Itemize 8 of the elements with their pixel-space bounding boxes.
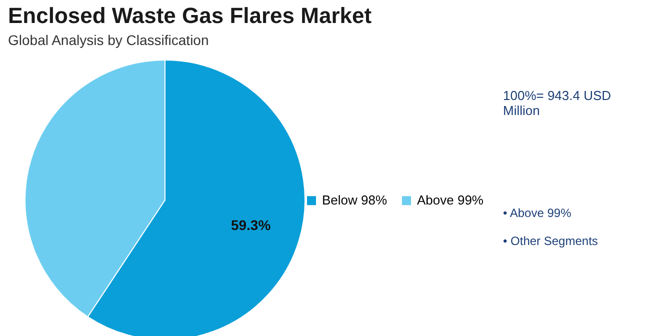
legend-label: Above 99% — [417, 192, 484, 208]
text: • Above 99% — [503, 206, 572, 220]
chart-subtitle: Global Analysis by Classification — [8, 32, 209, 48]
text: • Other Segments — [503, 234, 598, 248]
data-label: 59.3% — [230, 216, 272, 233]
chart-title: Enclosed Waste Gas Flares Market — [8, 3, 372, 28]
text: 100%= 943.4 USD Million — [503, 88, 612, 118]
legend-label: Below 98% — [322, 192, 388, 208]
